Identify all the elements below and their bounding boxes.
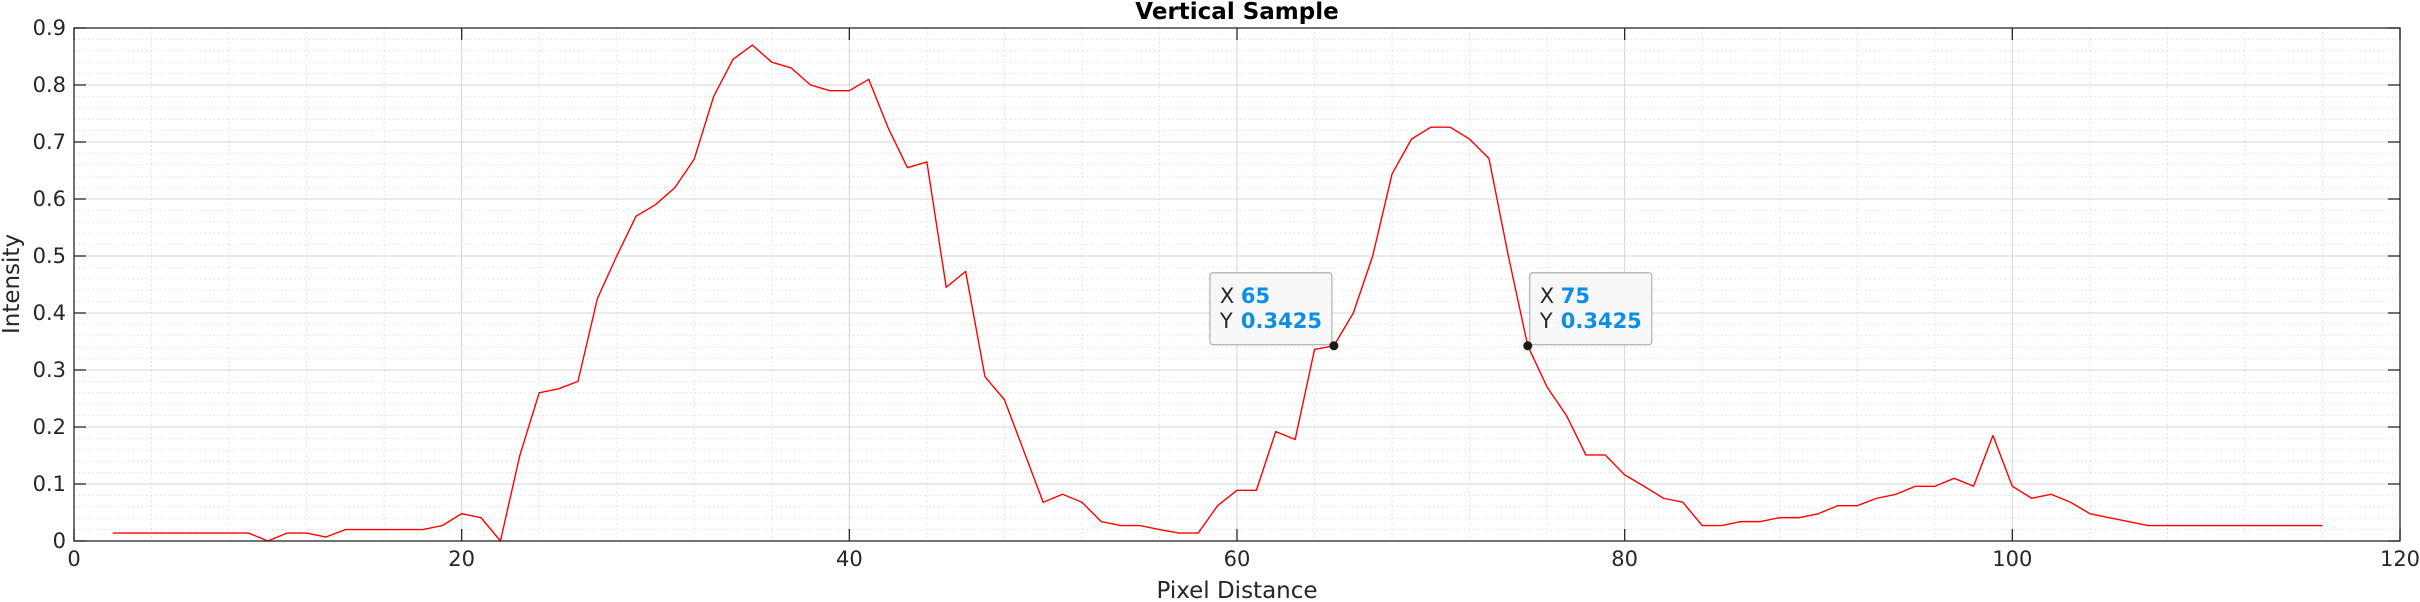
x-axis-title: Pixel Distance [1156, 578, 1317, 602]
datatip-x-key: X [1540, 284, 1554, 308]
datatip-x-value: 75 [1561, 284, 1590, 308]
y-tick-label: 0.3 [33, 358, 66, 382]
y-tick-label: 0.1 [33, 472, 66, 496]
datatip-marker [1329, 341, 1339, 351]
x-tick-label: 100 [1992, 547, 2032, 571]
datatip-box [1209, 272, 1333, 346]
x-tick-label: 40 [836, 547, 863, 571]
y-tick-label: 0.4 [33, 301, 66, 325]
datatip-box [1529, 272, 1653, 346]
series-line [112, 44, 2323, 542]
y-tick-label: 0.7 [33, 130, 66, 154]
y-tick-label: 0.9 [33, 16, 66, 40]
y-tick-labels: 0 0.1 0.2 0.3 0.4 0.5 0.6 0.7 0.8 0.9 [33, 16, 66, 553]
series-layer [112, 44, 2323, 542]
y-tick-label: 0.8 [33, 73, 66, 97]
x-tick-labels: 0 20 40 60 80 100 120 [67, 547, 2420, 571]
datatip-marker [1523, 341, 1533, 351]
axis-ticks [73, 27, 2401, 542]
datatip-x-value: 65 [1241, 284, 1270, 308]
datatip-layer: X 65 Y 0.3425 X 75 Y 0.3425 [1209, 272, 1653, 351]
y-tick-label: 0.5 [33, 244, 66, 268]
x-tick-label: 80 [1611, 547, 1638, 571]
datatip-y-key: Y [1219, 309, 1233, 333]
x-tick-label: 20 [448, 547, 475, 571]
y-tick-label: 0.6 [33, 187, 66, 211]
x-tick-label: 0 [67, 547, 80, 571]
x-tick-label: 60 [1224, 547, 1251, 571]
datatip-y-value: 0.3425 [1561, 309, 1642, 333]
y-tick-label: 0 [53, 529, 66, 553]
datatip-x-key: X [1220, 284, 1234, 308]
y-axis-title: Intensity [0, 234, 25, 334]
x-tick-label: 120 [2380, 547, 2420, 571]
datatip-y-key: Y [1539, 309, 1553, 333]
chart-title: Vertical Sample [1135, 0, 1338, 25]
datatip-y-value: 0.3425 [1241, 309, 1322, 333]
y-tick-label: 0.2 [33, 415, 66, 439]
